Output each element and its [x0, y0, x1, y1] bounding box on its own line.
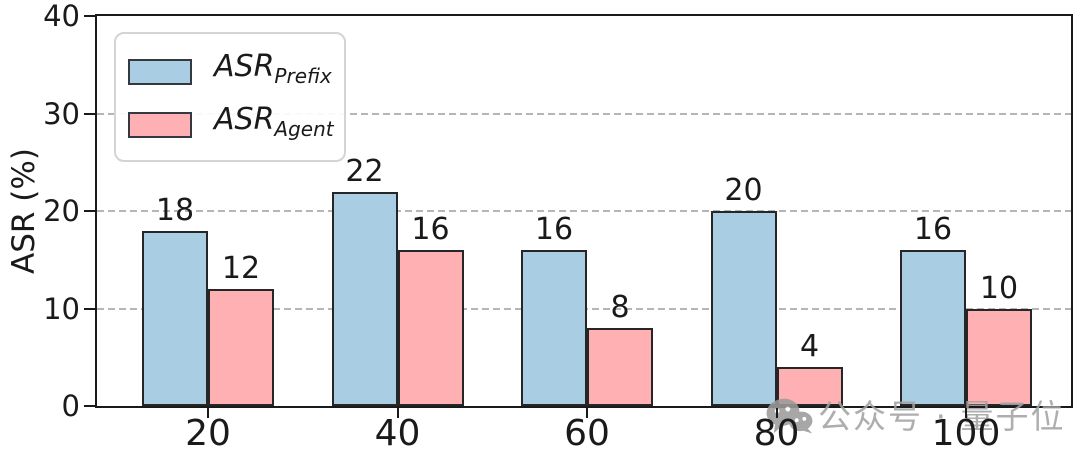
bar-value-label: 20	[724, 173, 763, 208]
y-tick-mark	[84, 307, 95, 310]
x-tick-mark	[965, 408, 967, 418]
bar-value-label: 8	[610, 290, 630, 325]
y-tick-label: 10	[43, 291, 80, 326]
bar-value-label: 22	[345, 153, 384, 189]
bar-ASR_Prefix-x40	[331, 191, 398, 406]
y-tick-label: 30	[43, 96, 80, 131]
x-tick-label: 40	[374, 413, 421, 454]
legend-item-agent: ASRAgent	[128, 103, 334, 146]
y-tick-label: 20	[43, 194, 80, 228]
bar-value-label: 4	[799, 329, 820, 364]
plot-area: ASRPrefix ASRAgent 18 12 22 16 16 8 20 4 16 10	[95, 14, 1073, 408]
y-tick-label: 0	[61, 389, 80, 423]
x-tick-mark	[775, 408, 778, 418]
bar-ASR_Agent-x60	[587, 328, 653, 406]
legend: ASRPrefix ASRAgent	[114, 32, 346, 162]
x-tick-mark	[207, 408, 209, 418]
x-tick-label: 80	[753, 413, 800, 454]
y-tick-mark	[84, 405, 95, 407]
gridline-y20	[97, 210, 1071, 212]
y-tick-mark	[84, 15, 95, 17]
bar-ASR_Agent-x20	[208, 289, 274, 406]
legend-swatch-prefix	[128, 58, 192, 85]
x-tick-label: 60	[564, 413, 610, 454]
legend-swatch-agent	[128, 111, 192, 138]
watermark-text: 公众号 · 量子位	[818, 397, 1066, 436]
legend-item-prefix: ASRPrefix	[128, 49, 332, 93]
bar-value-label: 12	[221, 251, 261, 286]
bar-ASR_Prefix-x20	[142, 230, 208, 406]
x-tick-mark	[396, 408, 399, 418]
y-tick-mark	[84, 112, 95, 115]
legend-label-prefix: ASRPrefix	[214, 49, 332, 89]
x-tick-mark	[586, 408, 588, 418]
legend-label-agent: ASRAgent	[214, 102, 334, 142]
bar-ASR_Prefix-x100	[900, 250, 966, 406]
bar-value-label: 16	[913, 212, 953, 247]
bar-ASR_Prefix-x60	[521, 250, 587, 406]
watermark: 公众号 · 量子位	[766, 394, 1065, 440]
bar-value-label: 10	[979, 270, 1019, 306]
x-tick-label: 100	[931, 413, 1001, 454]
y-tick-label: 40	[43, 0, 80, 33]
bar-ASR_Prefix-x80	[710, 211, 777, 406]
y-tick-mark	[84, 210, 95, 212]
bar-value-label: 18	[155, 192, 195, 228]
x-tick-label: 20	[185, 413, 231, 454]
bar-ASR_Agent-x100	[966, 308, 1032, 406]
bar-value-label: 16	[534, 212, 574, 247]
gridline-y30	[97, 112, 1071, 115]
bar-value-label: 16	[411, 212, 450, 247]
bar-ASR_Agent-x40	[397, 250, 464, 406]
